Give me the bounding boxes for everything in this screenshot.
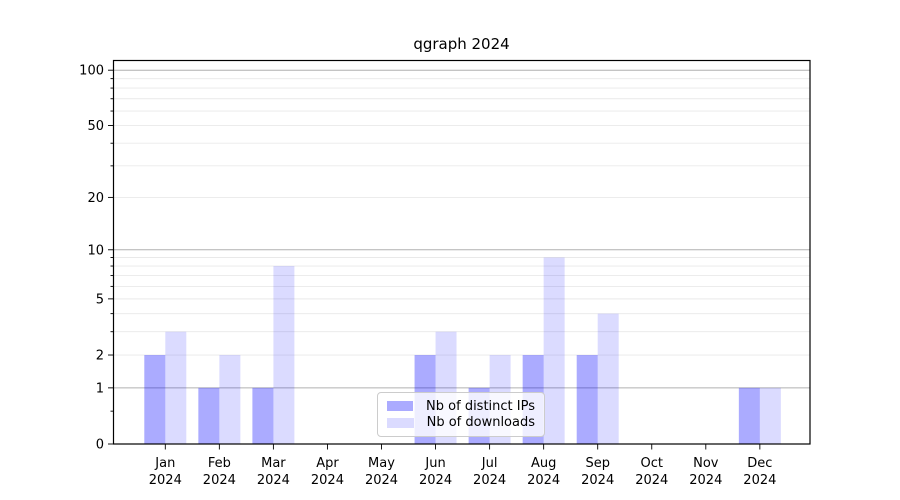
x-tick-label-year-feb: 2024 [203,473,236,488]
x-tick-label-year-nov: 2024 [689,473,722,488]
y-tick-label-10: 10 [87,243,104,258]
x-tick-label-dec: Dec [747,456,772,471]
x-tick-label-year-may: 2024 [365,473,398,488]
legend-label-distinct-ips: Nb of distinct IPs [426,398,535,414]
y-tick-label-2: 2 [96,349,104,364]
ticks [108,69,761,450]
bar-sep-distinct-ips [576,355,598,444]
bar-sep-downloads [597,313,619,444]
x-tick-label-year-jun: 2024 [419,473,452,488]
x-tick-label-apr: Apr [316,456,339,471]
legend-item-downloads: Nb of downloads [387,416,535,429]
bar-mar-downloads [273,266,295,444]
bar-feb-downloads [219,355,241,444]
bar-jan-downloads [165,331,187,444]
tick-labels: 0 1 2 5 10 20 50 100 Jan 2024 Feb 2024 Mar 2024 Apr 202… [79,64,776,488]
legend-label-downloads: Nb of downloads [426,415,535,431]
x-tick-label-jul: Jul [481,456,498,471]
x-tick-label-oct: Oct [641,456,663,471]
legend-swatch-distinct-ips [387,401,414,412]
x-tick-label-jan: Jan [154,456,175,471]
x-tick-label-year-sep: 2024 [581,473,614,488]
x-tick-label-year-dec: 2024 [743,473,776,488]
x-tick-label-year-aug: 2024 [527,473,560,488]
x-tick-label-jun: Jun [424,456,445,471]
grid-major [113,69,810,389]
x-tick-label-year-jul: 2024 [473,473,506,488]
x-tick-label-aug: Aug [531,456,556,471]
legend-swatch-downloads [387,417,414,428]
x-tick-label-nov: Nov [693,456,719,471]
y-tick-label-1: 1 [96,381,104,396]
x-tick-label-may: May [368,456,395,471]
y-tick-label-100: 100 [79,64,104,79]
x-tick-label-year-apr: 2024 [311,473,344,488]
y-tick-label-5: 5 [96,292,104,307]
y-tick-label-20: 20 [87,191,104,206]
legend: Nb of distinct IPs Nb of downloads [377,392,545,437]
x-tick-label-year-mar: 2024 [257,473,290,488]
legend-item-distinct-ips: Nb of distinct IPs [387,400,535,413]
bar-mar-distinct-ips [252,387,274,444]
x-tick-label-mar: Mar [261,456,286,471]
bar-dec-downloads [759,387,781,444]
bar-feb-distinct-ips [198,387,220,444]
x-tick-label-sep: Sep [585,456,610,471]
grid-minor [113,78,810,356]
x-tick-label-year-oct: 2024 [635,473,668,488]
plot-border [112,59,811,445]
y-tick-label-50: 50 [87,119,104,134]
x-tick-label-year-jan: 2024 [149,473,182,488]
bar-jan-distinct-ips [144,355,166,444]
bar-aug-downloads [543,257,565,444]
x-tick-label-feb: Feb [208,456,231,471]
y-tick-label-0: 0 [96,438,104,453]
chart-title: qgraph 2024 [413,35,510,53]
bar-dec-distinct-ips [738,387,760,444]
